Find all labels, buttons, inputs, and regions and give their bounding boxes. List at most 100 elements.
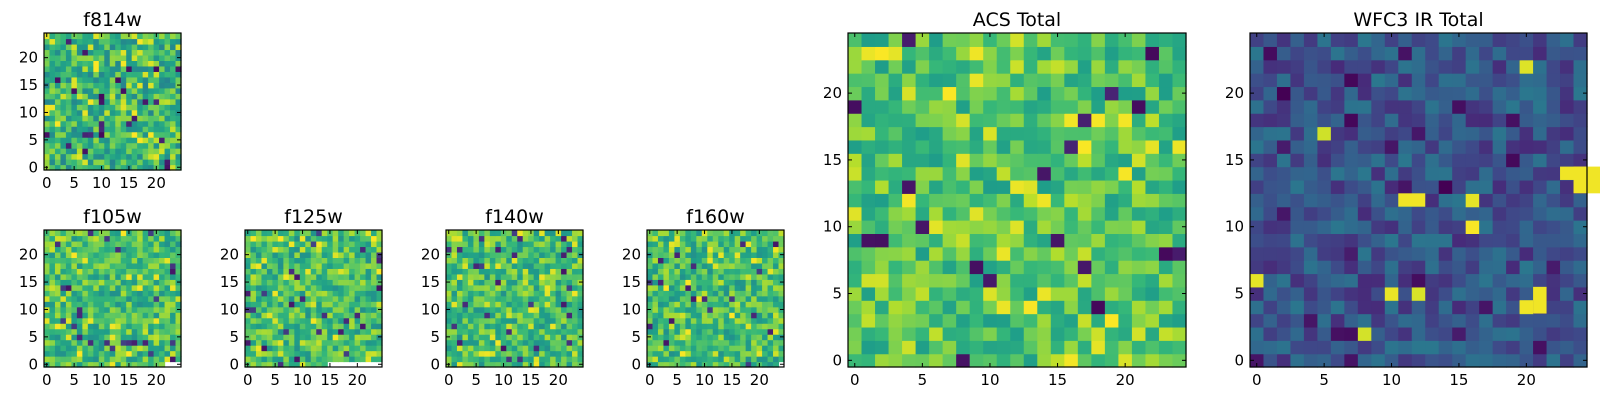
- heatmap-cell: [902, 313, 917, 328]
- heatmap-cell: [1411, 260, 1426, 275]
- heatmap-cell: [332, 262, 339, 269]
- heatmap-cell: [762, 361, 769, 368]
- heatmap-cell: [299, 251, 306, 258]
- heatmap-cell: [245, 268, 252, 275]
- heatmap-cell: [875, 139, 890, 154]
- heatmap-cell: [54, 295, 62, 302]
- heatmap-cell: [1560, 139, 1575, 154]
- heatmap-cell: [528, 306, 535, 313]
- heatmap-cell: [159, 54, 166, 61]
- heatmap-cell: [305, 345, 312, 352]
- y-tick-label: 20: [823, 84, 842, 102]
- heatmap-cell: [577, 345, 584, 352]
- heatmap-cell: [1425, 233, 1440, 248]
- x-tick-label: 15: [119, 174, 138, 192]
- heatmap-cell: [1560, 126, 1575, 141]
- heatmap-cell: [142, 76, 149, 83]
- heatmap-cell: [1492, 260, 1507, 275]
- heatmap-cell: [915, 99, 930, 114]
- heatmap-cell: [142, 323, 149, 330]
- heatmap-cell: [170, 350, 177, 357]
- heatmap-cell: [1077, 46, 1092, 61]
- heatmap-cell: [137, 306, 144, 313]
- heatmap-cell: [82, 284, 89, 291]
- heatmap-cell: [1158, 326, 1174, 341]
- heatmap-cell: [929, 33, 944, 47]
- heatmap-cell: [71, 251, 78, 258]
- heatmap-cell: [756, 345, 763, 352]
- heatmap-cell: [1131, 313, 1147, 328]
- heatmap-cell: [82, 60, 89, 67]
- heatmap-cell: [1479, 313, 1494, 328]
- heatmap-cell: [1317, 326, 1332, 341]
- heatmap-cell: [142, 339, 149, 346]
- heatmap-cell: [956, 273, 971, 288]
- heatmap-cell: [60, 361, 67, 368]
- heatmap-cell: [522, 345, 529, 352]
- heatmap-cell: [1465, 153, 1480, 168]
- heatmap-cell: [255, 230, 263, 237]
- heatmap-cell: [929, 326, 944, 341]
- heatmap-cell: [778, 339, 785, 346]
- heatmap-cell: [723, 251, 730, 258]
- heatmap-cell: [517, 295, 524, 302]
- heatmap-cell: [1263, 220, 1278, 234]
- heatmap-cell: [109, 246, 116, 253]
- heatmap-cell: [1384, 179, 1399, 194]
- heatmap-cell: [54, 240, 62, 248]
- heatmap-cell: [153, 93, 160, 100]
- heatmap-cell: [848, 326, 863, 341]
- heatmap-cell: [137, 115, 144, 122]
- heatmap-cell: [371, 284, 378, 291]
- heatmap-cell: [175, 153, 182, 160]
- heatmap-cell: [902, 59, 917, 74]
- heatmap-cell: [266, 235, 273, 242]
- heatmap-cell: [701, 356, 708, 363]
- heatmap-cell: [762, 334, 769, 341]
- heatmap-cell: [65, 87, 72, 94]
- heatmap-cell: [550, 334, 557, 341]
- heatmap-cell: [131, 148, 138, 155]
- heatmap-cell: [354, 356, 361, 363]
- heatmap-cell: [332, 334, 339, 341]
- heatmap-cell: [266, 361, 273, 368]
- heatmap-cell: [76, 33, 83, 40]
- heatmap-cell: [462, 262, 469, 269]
- heatmap-cell: [495, 290, 502, 297]
- heatmap-cell: [751, 301, 758, 308]
- heatmap-cell: [1465, 99, 1480, 114]
- heatmap-cell: [1172, 179, 1187, 194]
- heatmap-cell: [294, 235, 301, 242]
- heatmap-cell: [153, 148, 160, 155]
- heatmap-cell: [1037, 273, 1052, 288]
- heatmap-cell: [327, 323, 334, 330]
- heatmap-cell: [338, 257, 345, 264]
- heatmap-cell: [109, 339, 116, 346]
- heatmap-cell: [861, 233, 876, 248]
- y-tick-label: 10: [19, 103, 38, 121]
- heatmap-cell: [49, 312, 56, 319]
- heatmap-cell: [1303, 179, 1318, 194]
- heatmap-cell: [360, 328, 367, 335]
- heatmap-cell: [647, 246, 654, 253]
- heatmap-cell: [87, 153, 94, 160]
- heatmap-cell: [539, 306, 546, 313]
- heatmap-cell: [467, 323, 474, 330]
- heatmap-cell: [153, 240, 160, 248]
- y-tick-label: 20: [19, 246, 38, 264]
- heatmap-cell: [332, 356, 339, 363]
- heatmap-cell: [506, 350, 513, 357]
- heatmap-cell: [98, 257, 105, 264]
- heatmap-cell: [969, 286, 984, 301]
- heatmap-cell: [734, 345, 741, 352]
- heatmap-cell: [1263, 46, 1278, 61]
- heatmap-cell: [1560, 313, 1575, 328]
- heatmap-cell: [773, 230, 780, 237]
- heatmap-cell: [969, 113, 984, 128]
- heatmap-cell: [467, 240, 474, 248]
- heatmap-cell: [577, 230, 584, 237]
- heatmap-cell: [555, 251, 562, 258]
- heatmap-cell: [349, 284, 356, 291]
- heatmap-cell: [942, 193, 957, 208]
- heatmap-cell: [126, 306, 133, 313]
